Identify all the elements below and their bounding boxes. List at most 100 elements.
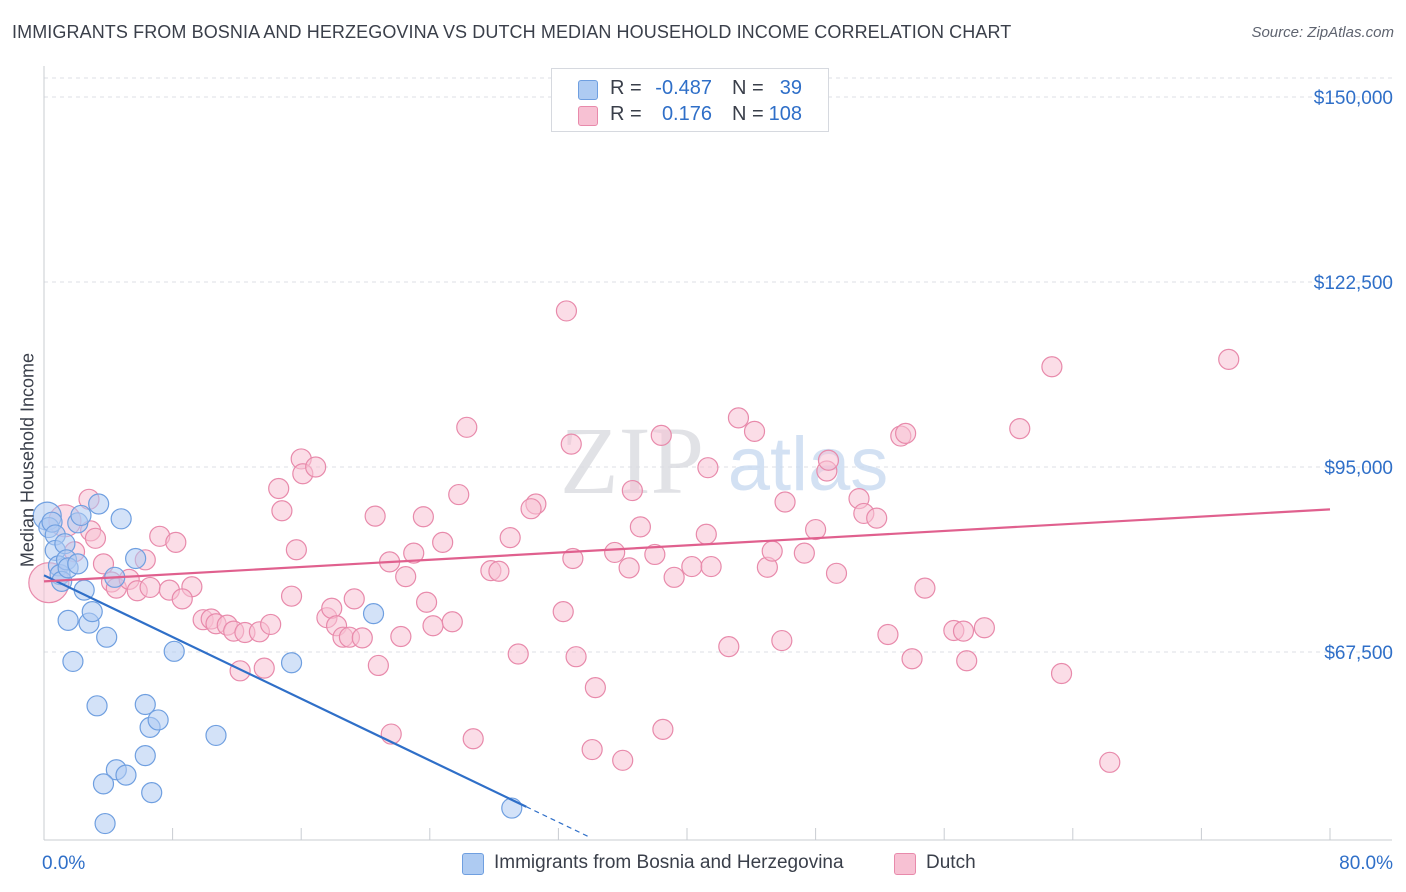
dutch-point — [793, 542, 815, 564]
dutch-point — [901, 648, 923, 670]
dutch-point — [743, 420, 766, 442]
dutch-point — [280, 585, 303, 607]
dutch-point — [895, 422, 917, 444]
dutch-point — [560, 433, 582, 455]
bosnia-point — [280, 652, 303, 674]
bosnia-point — [57, 609, 79, 631]
dutch-point — [1009, 418, 1031, 440]
dutch-point — [165, 531, 187, 553]
dutch-point — [351, 627, 373, 649]
dutch-point — [695, 523, 717, 545]
dutch-point — [1099, 751, 1121, 773]
dutch-point — [618, 557, 640, 579]
dutch-point — [260, 613, 282, 636]
dutch-point — [432, 531, 454, 553]
dutch-point — [395, 566, 417, 588]
y-tick-label: $95,000 — [1324, 458, 1393, 479]
bosnia-point — [92, 773, 115, 795]
chart-title: IMMIGRANTS FROM BOSNIA AND HERZEGOVINA V… — [12, 22, 1012, 42]
dutch-point — [552, 601, 574, 623]
dutch-point — [229, 660, 251, 682]
bosnia-point — [94, 812, 116, 835]
series-dutch — [28, 300, 1240, 773]
dutch-point — [441, 611, 463, 633]
dutch-point — [604, 541, 626, 564]
dutch-point — [914, 577, 936, 599]
dutch-point — [727, 407, 750, 429]
correlation-legend: R = -0.487 N = 39 R = 0.176 N = 108 — [551, 68, 829, 132]
dutch-point — [171, 588, 193, 610]
dutch-point — [562, 547, 584, 570]
dutch-point — [415, 591, 438, 613]
dutch-point — [253, 657, 275, 679]
dutch-point — [456, 416, 478, 438]
dutch-point — [507, 643, 529, 665]
bosnia-trend-extension — [525, 806, 591, 839]
dutch-point — [877, 623, 899, 646]
dutch-point — [271, 500, 293, 522]
legend-swatch-bosnia — [578, 80, 598, 100]
bosnia-point — [110, 508, 132, 530]
legend-row-bosnia: R = -0.487 N = 39 — [552, 75, 828, 101]
dutch-point — [581, 738, 603, 761]
x-tick-label: 0.0% — [42, 853, 85, 874]
dutch-point — [343, 588, 365, 610]
dutch-point — [774, 491, 796, 513]
legend-n-label: N = — [732, 77, 764, 99]
dutch-point — [612, 749, 634, 771]
bosnia-point — [147, 709, 169, 731]
axes — [43, 66, 1392, 841]
dutch-point — [520, 498, 542, 520]
dutch-point — [1050, 662, 1073, 685]
y-tick-label: $122,500 — [1314, 273, 1393, 294]
dutch-point — [956, 650, 978, 672]
dutch-point — [663, 566, 685, 588]
dutch-point — [285, 539, 307, 561]
dutch-point — [305, 456, 327, 478]
source-label: Source: ZipAtlas.com — [1251, 24, 1394, 41]
legend-n-value: 39 — [779, 77, 802, 99]
dutch-point — [718, 636, 740, 658]
dutch-point — [321, 597, 343, 619]
legend-r-label: R = — [610, 103, 642, 125]
y-tick-label: $67,500 — [1324, 643, 1393, 664]
legend-swatch-dutch — [578, 106, 598, 126]
bosnia-point — [134, 744, 156, 767]
dutch-point — [412, 506, 434, 528]
bosnia-trend-line — [43, 574, 527, 808]
legend-r-value: 0.176 — [661, 103, 712, 125]
bosnia-point — [86, 695, 108, 717]
scatter-points — [28, 300, 1240, 835]
legend-n-label: N = — [732, 103, 764, 125]
dutch-point — [268, 477, 290, 500]
bosnia-point — [115, 764, 137, 786]
tick-labels: $150,000 $122,500 $95,000 $67,500 0.0% 80.0% — [42, 88, 1393, 874]
bosnia-point — [125, 547, 147, 570]
dutch-point — [804, 518, 827, 541]
bottom-legend-swatch-bosnia — [462, 853, 484, 875]
dutch-point — [644, 543, 666, 566]
bosnia-point — [362, 603, 385, 625]
dutch-point — [499, 527, 521, 549]
bosnia-point — [141, 781, 163, 804]
dutch-point — [817, 449, 840, 471]
dutch-point — [697, 457, 719, 479]
dutch-point — [565, 646, 587, 668]
bosnia-point — [134, 693, 156, 716]
dutch-point — [555, 300, 578, 322]
x-tick-label: 80.0% — [1339, 853, 1393, 874]
bottom-legend-label-bosnia: Immigrants from Bosnia and Herzegovina — [494, 852, 844, 873]
dutch-point — [652, 718, 674, 740]
dutch-point — [488, 560, 510, 582]
bottom-legend-swatch-dutch — [894, 853, 916, 875]
trend-lines — [43, 508, 1331, 839]
bosnia-point — [81, 601, 103, 623]
dutch-point — [367, 654, 389, 677]
dutch-trend-line — [43, 508, 1331, 583]
legend-r-label: R = — [610, 77, 642, 99]
bosnia-point — [70, 504, 92, 527]
legend-row-dutch: R = 0.176 N = 108 — [552, 101, 828, 127]
dutch-point — [422, 615, 444, 637]
dutch-point — [681, 555, 703, 578]
